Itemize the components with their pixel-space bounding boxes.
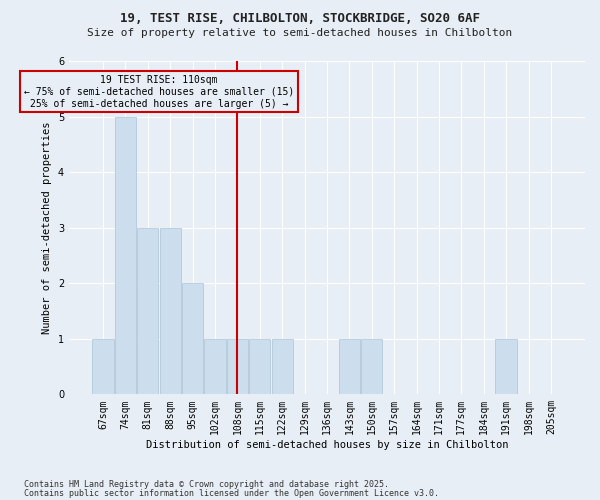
Bar xyxy=(361,339,382,394)
Bar xyxy=(205,339,226,394)
Y-axis label: Number of semi-detached properties: Number of semi-detached properties xyxy=(42,122,52,334)
Text: 19 TEST RISE: 110sqm
← 75% of semi-detached houses are smaller (15)
25% of semi-: 19 TEST RISE: 110sqm ← 75% of semi-detac… xyxy=(24,76,294,108)
Bar xyxy=(272,339,293,394)
Text: Contains HM Land Registry data © Crown copyright and database right 2025.: Contains HM Land Registry data © Crown c… xyxy=(24,480,389,489)
Text: Size of property relative to semi-detached houses in Chilbolton: Size of property relative to semi-detach… xyxy=(88,28,512,38)
Bar xyxy=(137,228,158,394)
Bar xyxy=(496,339,517,394)
Bar xyxy=(182,284,203,395)
Bar xyxy=(339,339,360,394)
Bar xyxy=(115,117,136,394)
Text: 19, TEST RISE, CHILBOLTON, STOCKBRIDGE, SO20 6AF: 19, TEST RISE, CHILBOLTON, STOCKBRIDGE, … xyxy=(120,12,480,26)
X-axis label: Distribution of semi-detached houses by size in Chilbolton: Distribution of semi-detached houses by … xyxy=(146,440,508,450)
Bar xyxy=(227,339,248,394)
Bar xyxy=(92,339,113,394)
Text: Contains public sector information licensed under the Open Government Licence v3: Contains public sector information licen… xyxy=(24,488,439,498)
Bar xyxy=(249,339,271,394)
Bar xyxy=(160,228,181,394)
